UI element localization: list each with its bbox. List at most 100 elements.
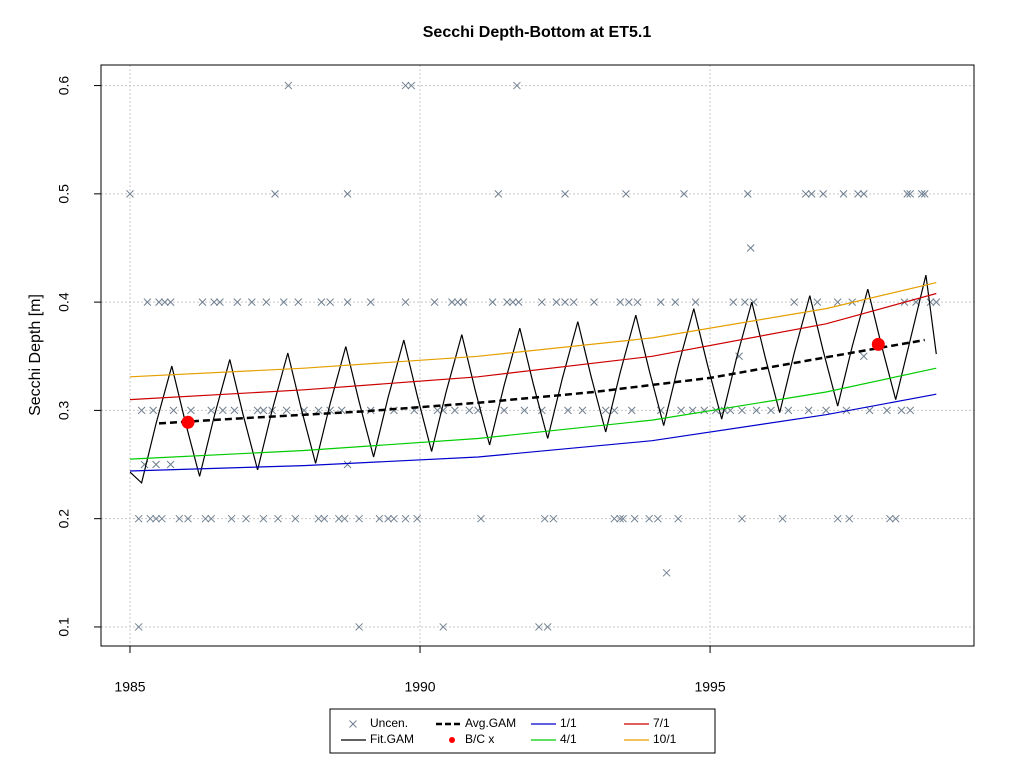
data-point <box>137 406 146 415</box>
data-point <box>630 514 639 523</box>
data-point <box>439 623 448 631</box>
marker-stroke <box>514 298 523 306</box>
marker-stroke <box>450 406 459 415</box>
y-tick-label: 0.2 <box>56 509 72 529</box>
data-point <box>500 406 508 415</box>
data-point <box>616 298 625 306</box>
data-point <box>401 514 410 523</box>
data-point <box>166 298 175 306</box>
data-point <box>741 298 749 306</box>
data-point <box>865 406 874 415</box>
data-point <box>340 514 349 523</box>
marker-stroke <box>279 298 288 306</box>
marker-stroke <box>520 406 529 415</box>
line <box>129 282 937 378</box>
data-point <box>326 298 334 306</box>
marker-stroke <box>543 623 552 631</box>
highlight-point <box>181 415 195 429</box>
data-point <box>453 298 462 306</box>
legend-label: 4/1 <box>560 732 577 746</box>
marker-stroke <box>625 298 633 306</box>
data-point <box>729 298 738 306</box>
marker-stroke <box>590 298 598 306</box>
data-point <box>274 514 282 523</box>
marker-stroke <box>790 298 799 306</box>
data-point <box>242 514 250 523</box>
data-point <box>343 460 352 469</box>
marker-stroke <box>146 514 155 523</box>
data-point <box>645 514 654 523</box>
marker-stroke <box>210 298 218 306</box>
marker-stroke <box>448 298 456 306</box>
data-point <box>207 514 216 523</box>
legend-label: Avg.GAM <box>465 716 516 730</box>
marker-stroke <box>671 298 680 306</box>
x-tick-label: 1990 <box>404 679 435 695</box>
data-point <box>216 298 224 306</box>
marker-stroke <box>932 298 941 306</box>
data-point <box>926 298 935 306</box>
marker-stroke <box>738 514 746 523</box>
data-point <box>619 514 627 523</box>
data-point <box>561 298 569 306</box>
line <box>129 393 937 472</box>
marker-stroke <box>233 298 242 306</box>
marker-stroke <box>274 514 282 523</box>
data-point <box>227 514 236 523</box>
marker-stroke <box>619 514 627 523</box>
marker-stroke <box>242 514 250 523</box>
data-point <box>494 189 503 198</box>
data-point <box>259 514 268 523</box>
marker-stroke <box>886 514 894 523</box>
marker-stroke <box>227 514 236 523</box>
data-point <box>671 298 680 306</box>
data-point <box>784 406 793 415</box>
data-point <box>158 514 166 523</box>
data-point <box>752 406 761 415</box>
data-point <box>543 623 552 631</box>
data-point <box>654 514 662 523</box>
data-point <box>625 298 633 306</box>
data-point <box>801 189 810 198</box>
line <box>129 274 937 485</box>
marker-stroke <box>688 406 697 415</box>
marker-stroke <box>366 298 375 306</box>
y-tick-label: 0.3 <box>56 400 72 420</box>
marker-stroke <box>610 514 619 523</box>
marker-stroke <box>314 406 323 415</box>
data-point <box>291 514 300 523</box>
data-point <box>375 514 384 523</box>
marker-stroke <box>906 406 915 415</box>
data-point <box>833 514 842 523</box>
data-point <box>633 298 642 306</box>
marker-stroke <box>883 406 891 415</box>
marker-stroke <box>674 514 683 523</box>
highlight-point <box>871 337 885 351</box>
marker-stroke <box>865 406 874 415</box>
marker-stroke <box>700 406 709 415</box>
y-tick-label: 0.4 <box>56 292 72 312</box>
data-point <box>126 189 134 198</box>
data-point <box>169 406 178 415</box>
marker-stroke <box>271 189 279 198</box>
marker-stroke <box>459 298 468 306</box>
marker-stroke <box>920 189 929 198</box>
marker-stroke <box>662 568 671 577</box>
data-point <box>738 514 746 523</box>
data-point <box>778 514 787 523</box>
data-point <box>366 298 375 306</box>
data-point <box>201 514 210 523</box>
data-point <box>450 406 459 415</box>
data-point <box>616 514 625 523</box>
data-point <box>401 81 410 90</box>
marker-stroke <box>819 189 828 198</box>
data-point <box>549 514 558 523</box>
marker-stroke <box>326 298 334 306</box>
x-tick-label: 1985 <box>114 679 145 695</box>
data-point <box>152 514 160 523</box>
data-point <box>465 406 474 415</box>
marker-stroke <box>184 514 192 523</box>
marker-stroke <box>839 189 848 198</box>
marker-stroke <box>778 514 787 523</box>
marker-stroke <box>143 298 152 306</box>
